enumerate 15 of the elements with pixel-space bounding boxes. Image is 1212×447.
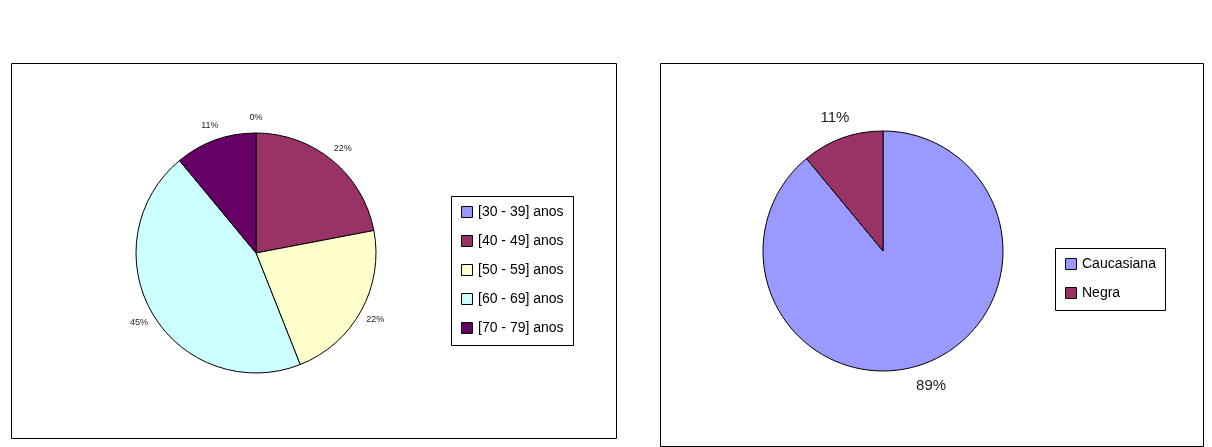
data-label: 11% xyxy=(820,108,850,126)
legend-label: [30 - 39] anos xyxy=(478,203,564,219)
legend-label: [70 - 79] anos xyxy=(478,319,564,335)
text: 0% xyxy=(249,112,263,122)
legend-label: [60 - 69] anos xyxy=(478,290,564,306)
legend-label: Negra xyxy=(1082,284,1121,300)
legend-label: Caucasiana xyxy=(1082,255,1157,271)
data-label: 22% xyxy=(366,313,385,324)
data-label: 11% xyxy=(201,120,219,131)
data-label: 22% xyxy=(333,143,352,154)
legend-label: [40 - 49] anos xyxy=(478,232,564,248)
data-label: 45% xyxy=(129,317,148,328)
pie-slice xyxy=(762,130,1004,372)
legend-label: [50 - 59] anos xyxy=(478,261,564,277)
data-label: 89% xyxy=(916,375,947,393)
